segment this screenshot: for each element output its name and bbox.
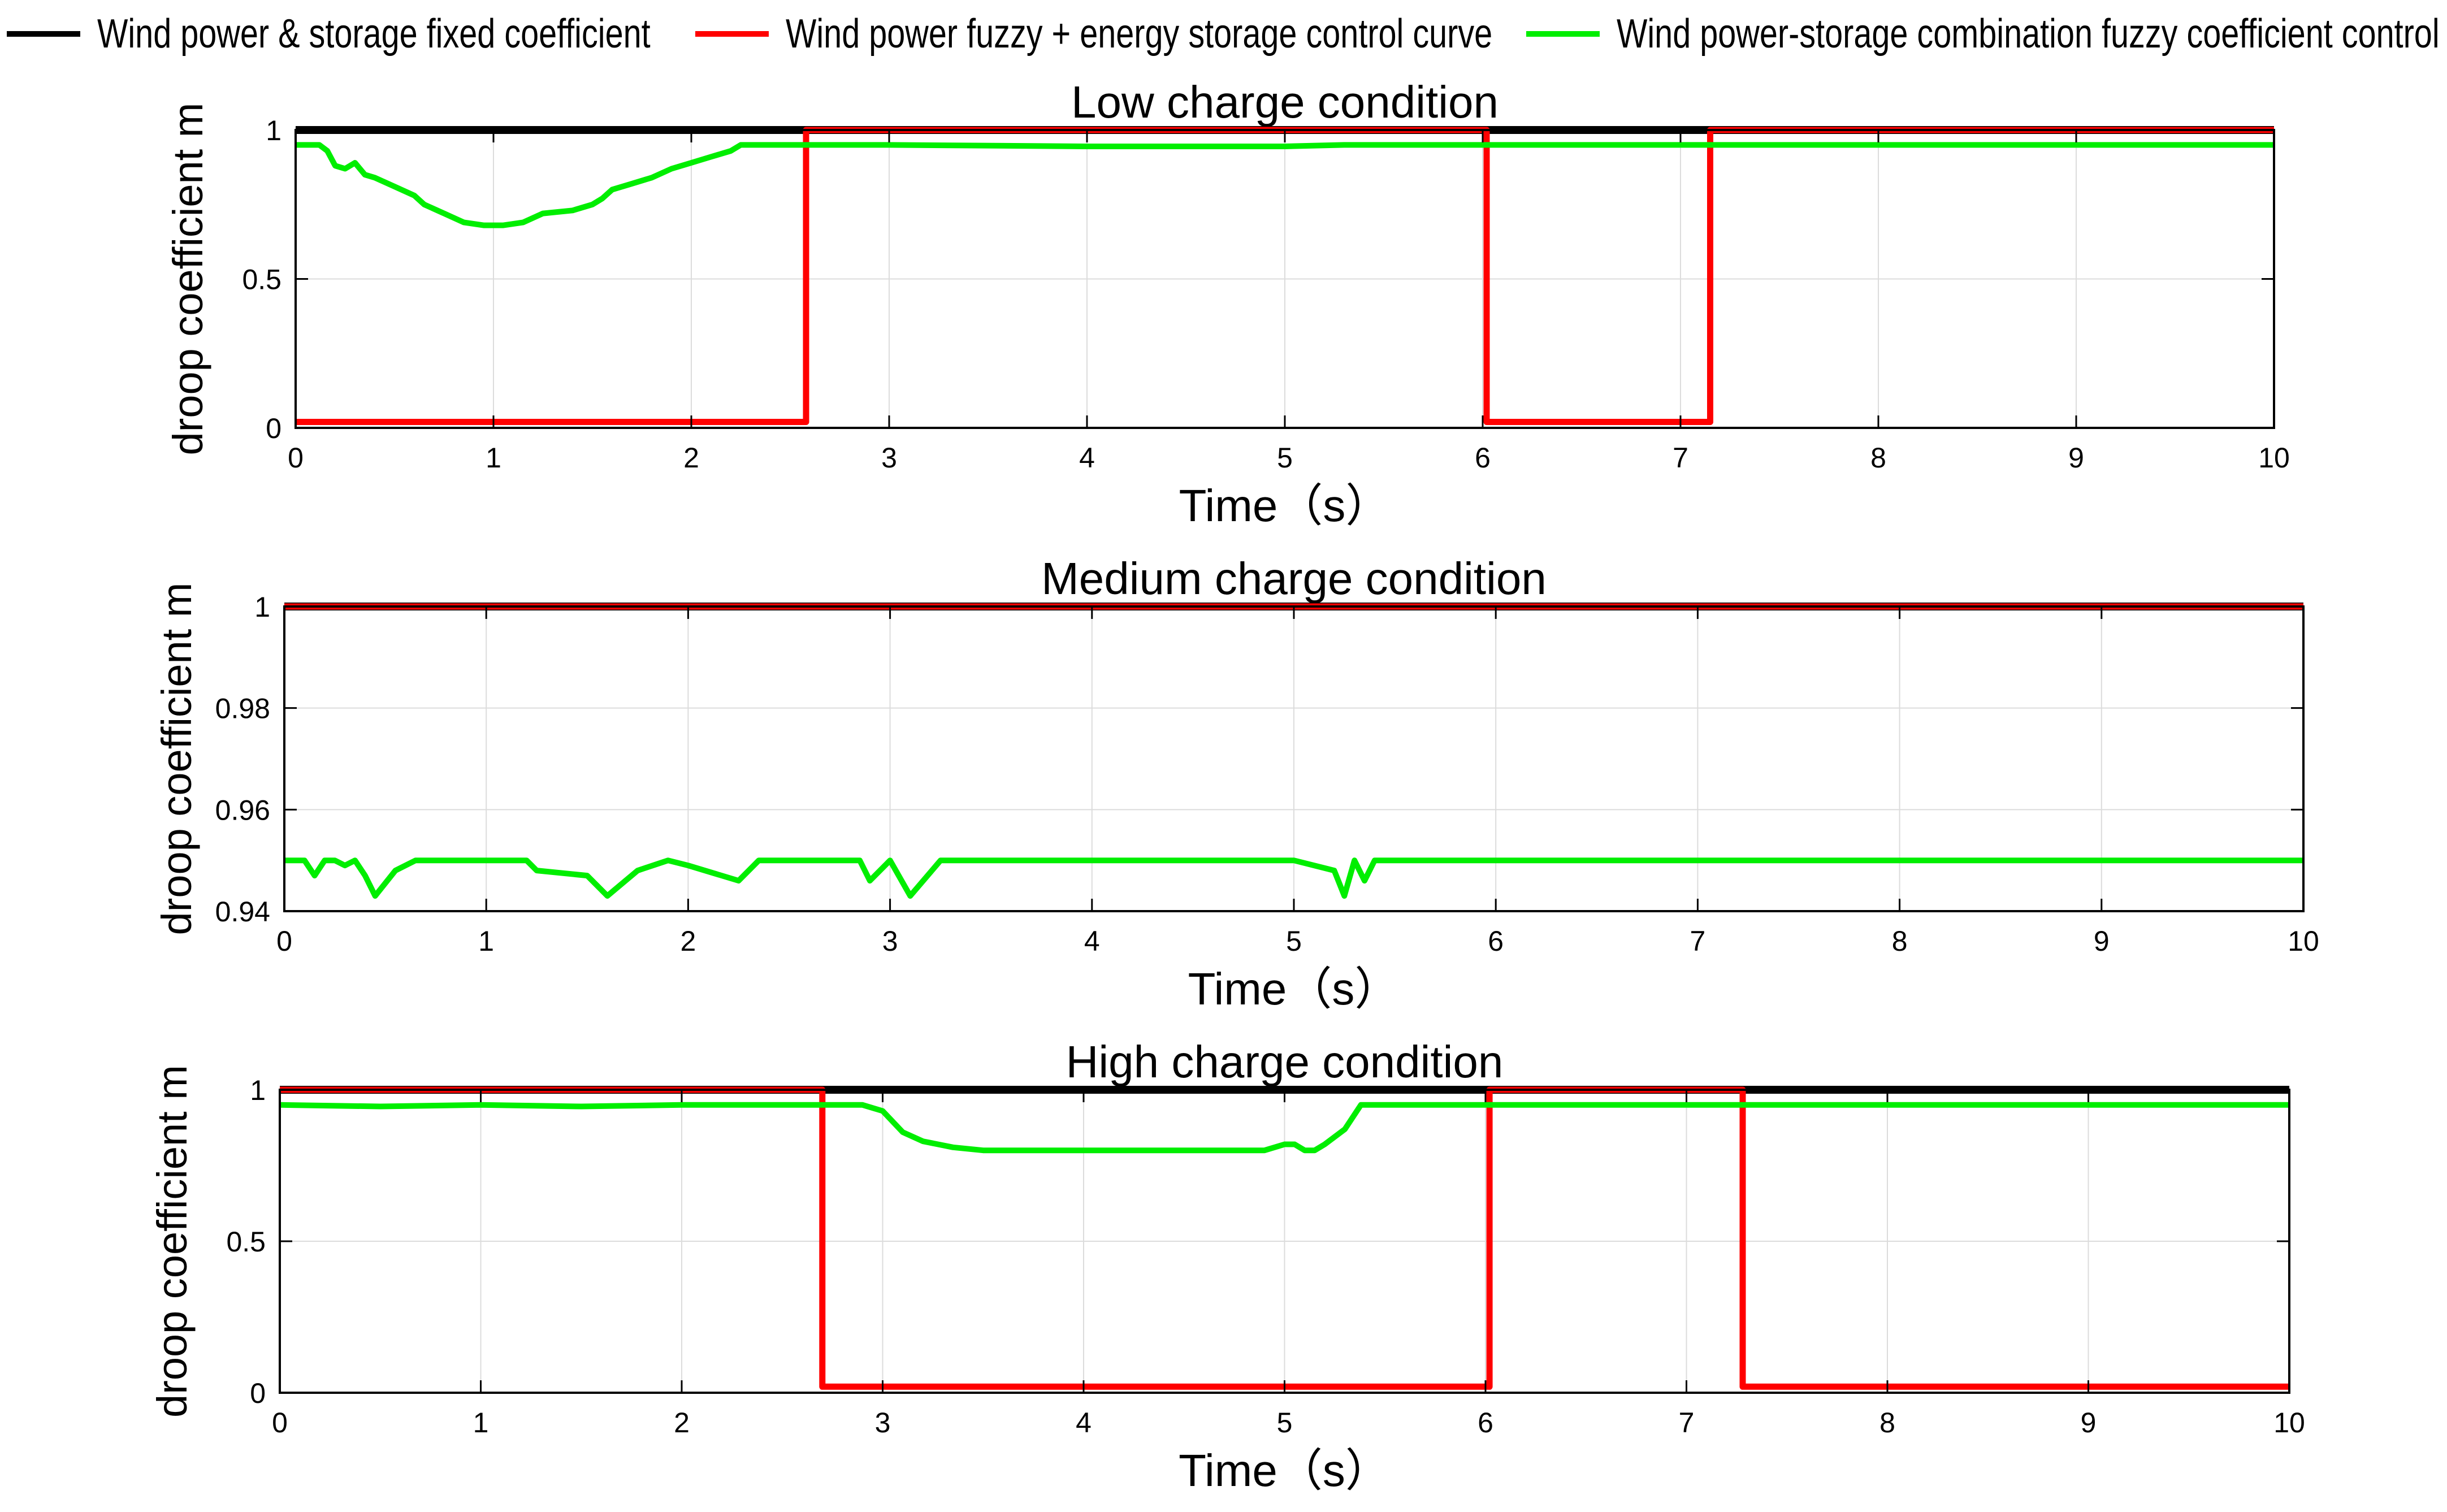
y-tick-label: 0.5	[226, 1226, 266, 1258]
x-tick-label: 4	[1084, 925, 1100, 957]
x-axis-label-low: Time（s）	[1179, 480, 1391, 531]
y-tick-label: 0	[266, 413, 281, 444]
x-tick-label: 3	[882, 925, 898, 957]
x-tick-label: 7	[1679, 1407, 1695, 1439]
x-tick-label: 10	[2273, 1407, 2305, 1439]
legend-swatch-black	[7, 31, 80, 37]
x-tick-label: 2	[683, 442, 699, 474]
x-tick-label: 5	[1277, 442, 1293, 474]
x-tick-label: 3	[875, 1407, 891, 1439]
legend-swatch-red	[695, 31, 769, 37]
chart-title-high: High charge condition	[1066, 1037, 1504, 1087]
x-axis-label-medium: Time（s）	[1188, 964, 1400, 1014]
x-tick-label: 6	[1475, 442, 1491, 474]
x-tick-label: 7	[1673, 442, 1688, 474]
x-tick-label: 1	[473, 1407, 489, 1439]
x-tick-label: 3	[881, 442, 897, 474]
x-tick-label: 6	[1478, 1407, 1493, 1439]
x-tick-label: 0	[288, 442, 304, 474]
chart-low: 0 1 2 3 4 5 6 7 8 9 10 0 0.5 1 Low charge condition Tim…	[164, 77, 2290, 531]
y-tick-label: 0.98	[215, 693, 270, 725]
chart-title-medium: Medium charge condition	[1041, 553, 1547, 604]
x-tick-label: 9	[2081, 1407, 2097, 1439]
x-tick-label: 5	[1286, 925, 1302, 957]
legend-item-fixed: Wind power & storage fixed coefficient	[7, 6, 789, 62]
series-line-combination	[284, 857, 2303, 899]
series-line-combination	[279, 1102, 2289, 1154]
legend-label-combination: Wind power-storage combination fuzzy coe…	[1617, 11, 2440, 57]
y-tick-label: 1	[254, 591, 270, 623]
x-tick-label: 6	[1488, 925, 1504, 957]
y-axis-label-high: droop coefficient m	[149, 1065, 196, 1418]
x-tick-label: 9	[2094, 925, 2110, 957]
y-tick-label: 1	[266, 115, 281, 146]
x-tick-label: 2	[680, 925, 696, 957]
x-tick-label: 4	[1079, 442, 1095, 474]
y-tick-label: 0	[250, 1377, 266, 1409]
x-tick-label: 5	[1277, 1407, 1293, 1439]
chart-title-low: Low charge condition	[1071, 77, 1498, 127]
y-tick-label: 0.94	[215, 896, 270, 928]
legend: Wind power & storage fixed coefficient W…	[0, 0, 2447, 68]
x-tick-label: 8	[1870, 442, 1886, 474]
chart-high: 0 1 2 3 4 5 6 7 8 9 10 0 0.5 1 High charge condition Ti…	[149, 1037, 2305, 1496]
x-tick-label: 2	[674, 1407, 690, 1439]
series-line-combination	[296, 142, 2274, 228]
legend-label-fixed: Wind power & storage fixed coefficient	[97, 11, 651, 57]
legend-item-fuzzy-storage: Wind power fuzzy + energy storage contro…	[695, 6, 1669, 62]
y-axis-label-low: droop coefficient m	[164, 103, 211, 456]
legend-swatch-green	[1526, 31, 1600, 37]
x-tick-label: 7	[1690, 925, 1705, 957]
x-tick-label: 9	[2068, 442, 2084, 474]
x-tick-label: 0	[276, 925, 292, 957]
x-tick-label: 8	[1892, 925, 1908, 957]
legend-label-fuzzy-storage: Wind power fuzzy + energy storage contro…	[786, 11, 1493, 57]
x-tick-label: 1	[486, 442, 501, 474]
y-tick-label: 0.96	[215, 794, 270, 826]
y-axis-label-medium: droop coefficient m	[153, 583, 200, 935]
x-tick-label: 8	[1879, 1407, 1895, 1439]
x-axis-label-high: Time（s）	[1179, 1445, 1391, 1496]
x-tick-label: 4	[1076, 1407, 1092, 1439]
x-tick-label: 10	[2288, 925, 2319, 957]
x-tick-label: 10	[2258, 442, 2290, 474]
series-line-fuzzy-storage	[296, 127, 2274, 425]
x-tick-label: 0	[272, 1407, 288, 1439]
series-line-fuzzy-storage	[280, 1086, 2289, 1390]
x-tick-label: 1	[478, 925, 494, 957]
y-tick-label: 0.5	[242, 264, 281, 296]
chart-medium: 0 1 2 3 4 5 6 7 8 9 10 0.94 0.96 0.98 1 Medium charge c…	[153, 553, 2319, 1014]
legend-item-combination: Wind power-storage combination fuzzy coe…	[1526, 6, 2447, 62]
y-tick-label: 1	[250, 1075, 266, 1106]
